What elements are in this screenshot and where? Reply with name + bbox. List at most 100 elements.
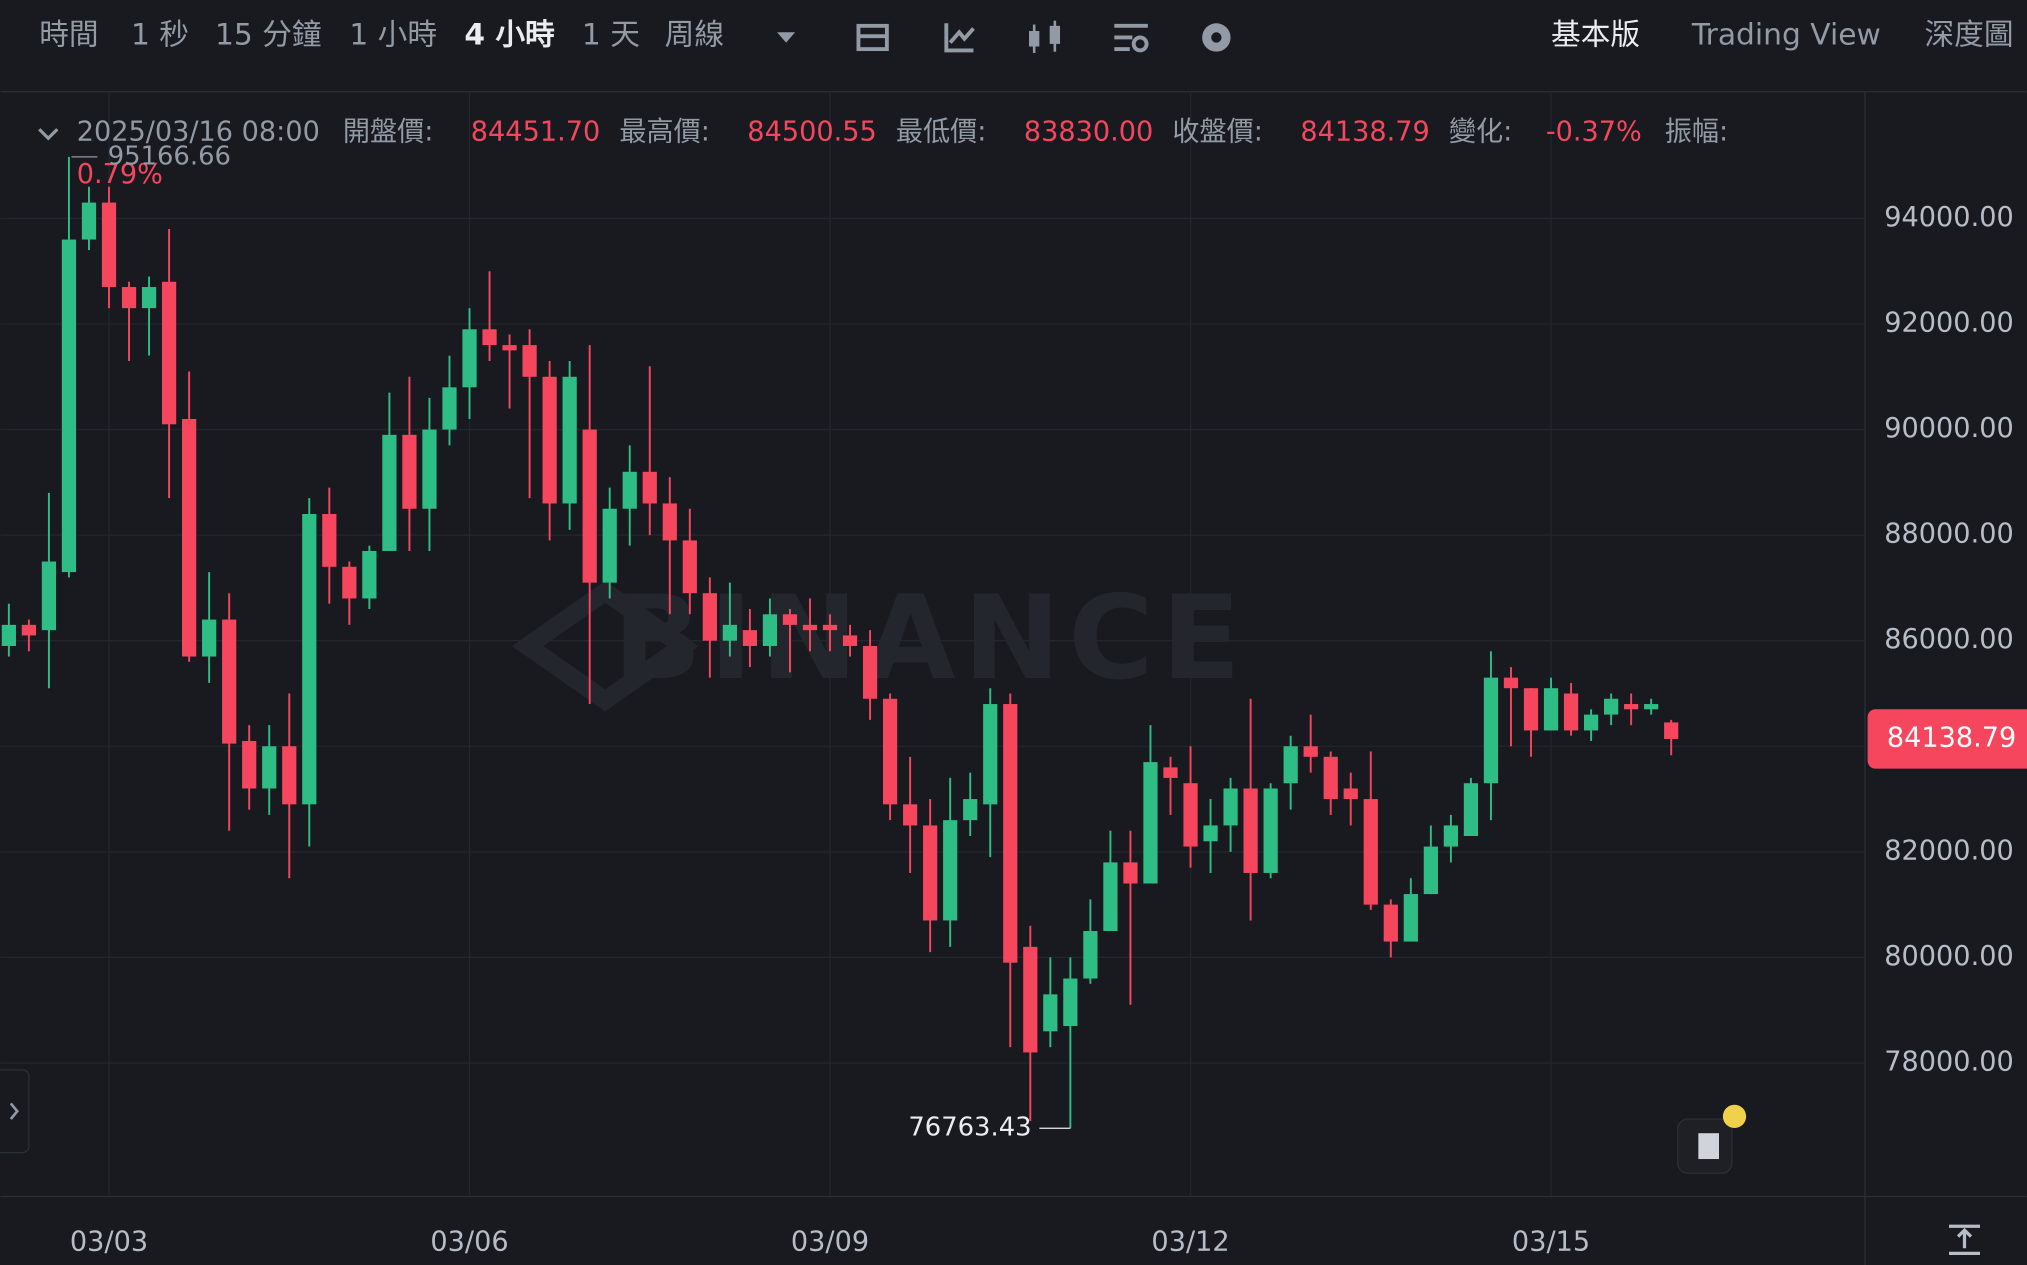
scale-button[interactable] [1949, 1224, 1981, 1255]
dropdown-icon[interactable] [777, 32, 796, 43]
header-value: 84500.55 [747, 117, 876, 148]
candle-body [1383, 904, 1398, 942]
interval-button[interactable]: 1 小時 [349, 18, 437, 53]
candle-body [101, 202, 117, 288]
candle-body [1043, 994, 1058, 1032]
side-panel-toggle[interactable] [0, 1069, 30, 1154]
candle-body [1063, 978, 1078, 1027]
indicator-icon[interactable] [944, 23, 975, 53]
watermark: BINANCE [613, 571, 1249, 706]
header-value: 83830.00 [1024, 117, 1153, 148]
interval-button[interactable]: 15 分鐘 [215, 18, 322, 53]
notes-button[interactable] [1677, 1104, 1747, 1174]
candle-body [742, 630, 758, 646]
calendar-icon[interactable] [856, 23, 889, 52]
last-price-label: 84138.79 [1887, 722, 2016, 753]
candle-body [322, 514, 337, 567]
candle-body [1644, 704, 1659, 710]
candle-body [882, 698, 898, 805]
candle-body [141, 287, 157, 309]
candle-body [1604, 698, 1619, 715]
header-label: 最高價: [619, 117, 710, 148]
candle-body [442, 387, 457, 430]
candle-body [1, 624, 16, 646]
candle-body [802, 624, 818, 631]
y-tick-label: 90000.00 [1884, 413, 2013, 444]
candle-body [402, 434, 417, 509]
interval-button[interactable]: 1 天 [582, 18, 640, 53]
candle-body [1343, 788, 1358, 800]
candle-body [1263, 788, 1278, 873]
header-label: 開盤價: [343, 117, 434, 148]
candle-body [1323, 756, 1338, 800]
x-tick-label: 03/06 [430, 1227, 508, 1258]
candle-body [1303, 746, 1318, 757]
candle-body [121, 287, 137, 309]
candle-body [762, 614, 778, 646]
view-button[interactable]: Trading View [1691, 18, 1881, 53]
candle-body [822, 624, 838, 631]
header-value: -0.37% [1546, 117, 1642, 148]
candle-body [682, 540, 697, 594]
candle-body [1463, 783, 1479, 837]
candle-body [262, 746, 277, 789]
interval-button[interactable]: 時間 [39, 18, 98, 53]
interval-button[interactable]: 周線 [665, 18, 724, 53]
x-tick-label: 03/09 [791, 1227, 869, 1258]
candle-body [422, 429, 437, 509]
candle-body [923, 825, 938, 921]
candle-body [702, 593, 717, 641]
candle-body [662, 503, 677, 541]
view-button[interactable]: 基本版 [1551, 18, 1640, 53]
candle-body [642, 471, 657, 504]
annotation-label: 76763.43 [908, 1113, 1031, 1143]
candle-body [1483, 677, 1499, 784]
y-tick-label: 88000.00 [1884, 519, 2013, 550]
y-tick-label: 78000.00 [1884, 1046, 2013, 1077]
candle-body [1283, 746, 1298, 784]
candle-body [242, 740, 257, 789]
header-value: 84451.70 [471, 117, 600, 148]
candle-body [1223, 788, 1238, 826]
y-tick-label: 94000.00 [1884, 202, 2013, 233]
settings-icon[interactable] [1202, 23, 1231, 52]
candle-body [1363, 799, 1378, 905]
candle-body [382, 434, 397, 551]
candle-body [81, 202, 97, 240]
candle-body [482, 329, 497, 346]
candle-body [21, 624, 36, 636]
candle-body [1423, 846, 1438, 895]
last-price-tag [1867, 709, 2027, 769]
candle-icon[interactable] [1029, 20, 1061, 53]
y-tick-label: 92000.00 [1884, 307, 2013, 338]
candle-body [943, 820, 958, 921]
header-label: 最低價: [896, 117, 987, 148]
candle-body [983, 704, 998, 805]
candle-body [1563, 693, 1579, 731]
header-value: 84138.79 [1300, 117, 1429, 148]
candle-body [963, 799, 978, 821]
candle-body [462, 329, 477, 388]
template-icon[interactable] [1114, 23, 1149, 53]
collapse-icon[interactable] [38, 128, 59, 141]
candle-body [842, 635, 858, 646]
candle-body [342, 566, 357, 599]
candle-body [182, 419, 197, 657]
candle-body [1243, 788, 1258, 873]
candle-body [562, 376, 577, 504]
candle-body [282, 746, 297, 805]
annotation-label: 95166.66 [108, 141, 231, 171]
watermark-logo [511, 580, 699, 712]
interval-button[interactable]: 1 秒 [131, 18, 189, 53]
interval-button[interactable]: 4 小時 [464, 18, 555, 53]
header-label: 變化: [1449, 117, 1512, 148]
view-button[interactable]: 深度圖 [1924, 18, 2013, 53]
candle-body [1123, 862, 1138, 884]
candle-body [782, 614, 798, 625]
candle-body [202, 619, 217, 657]
candle-body [222, 619, 237, 744]
candle-body [302, 514, 317, 805]
candle-body [1543, 688, 1559, 731]
